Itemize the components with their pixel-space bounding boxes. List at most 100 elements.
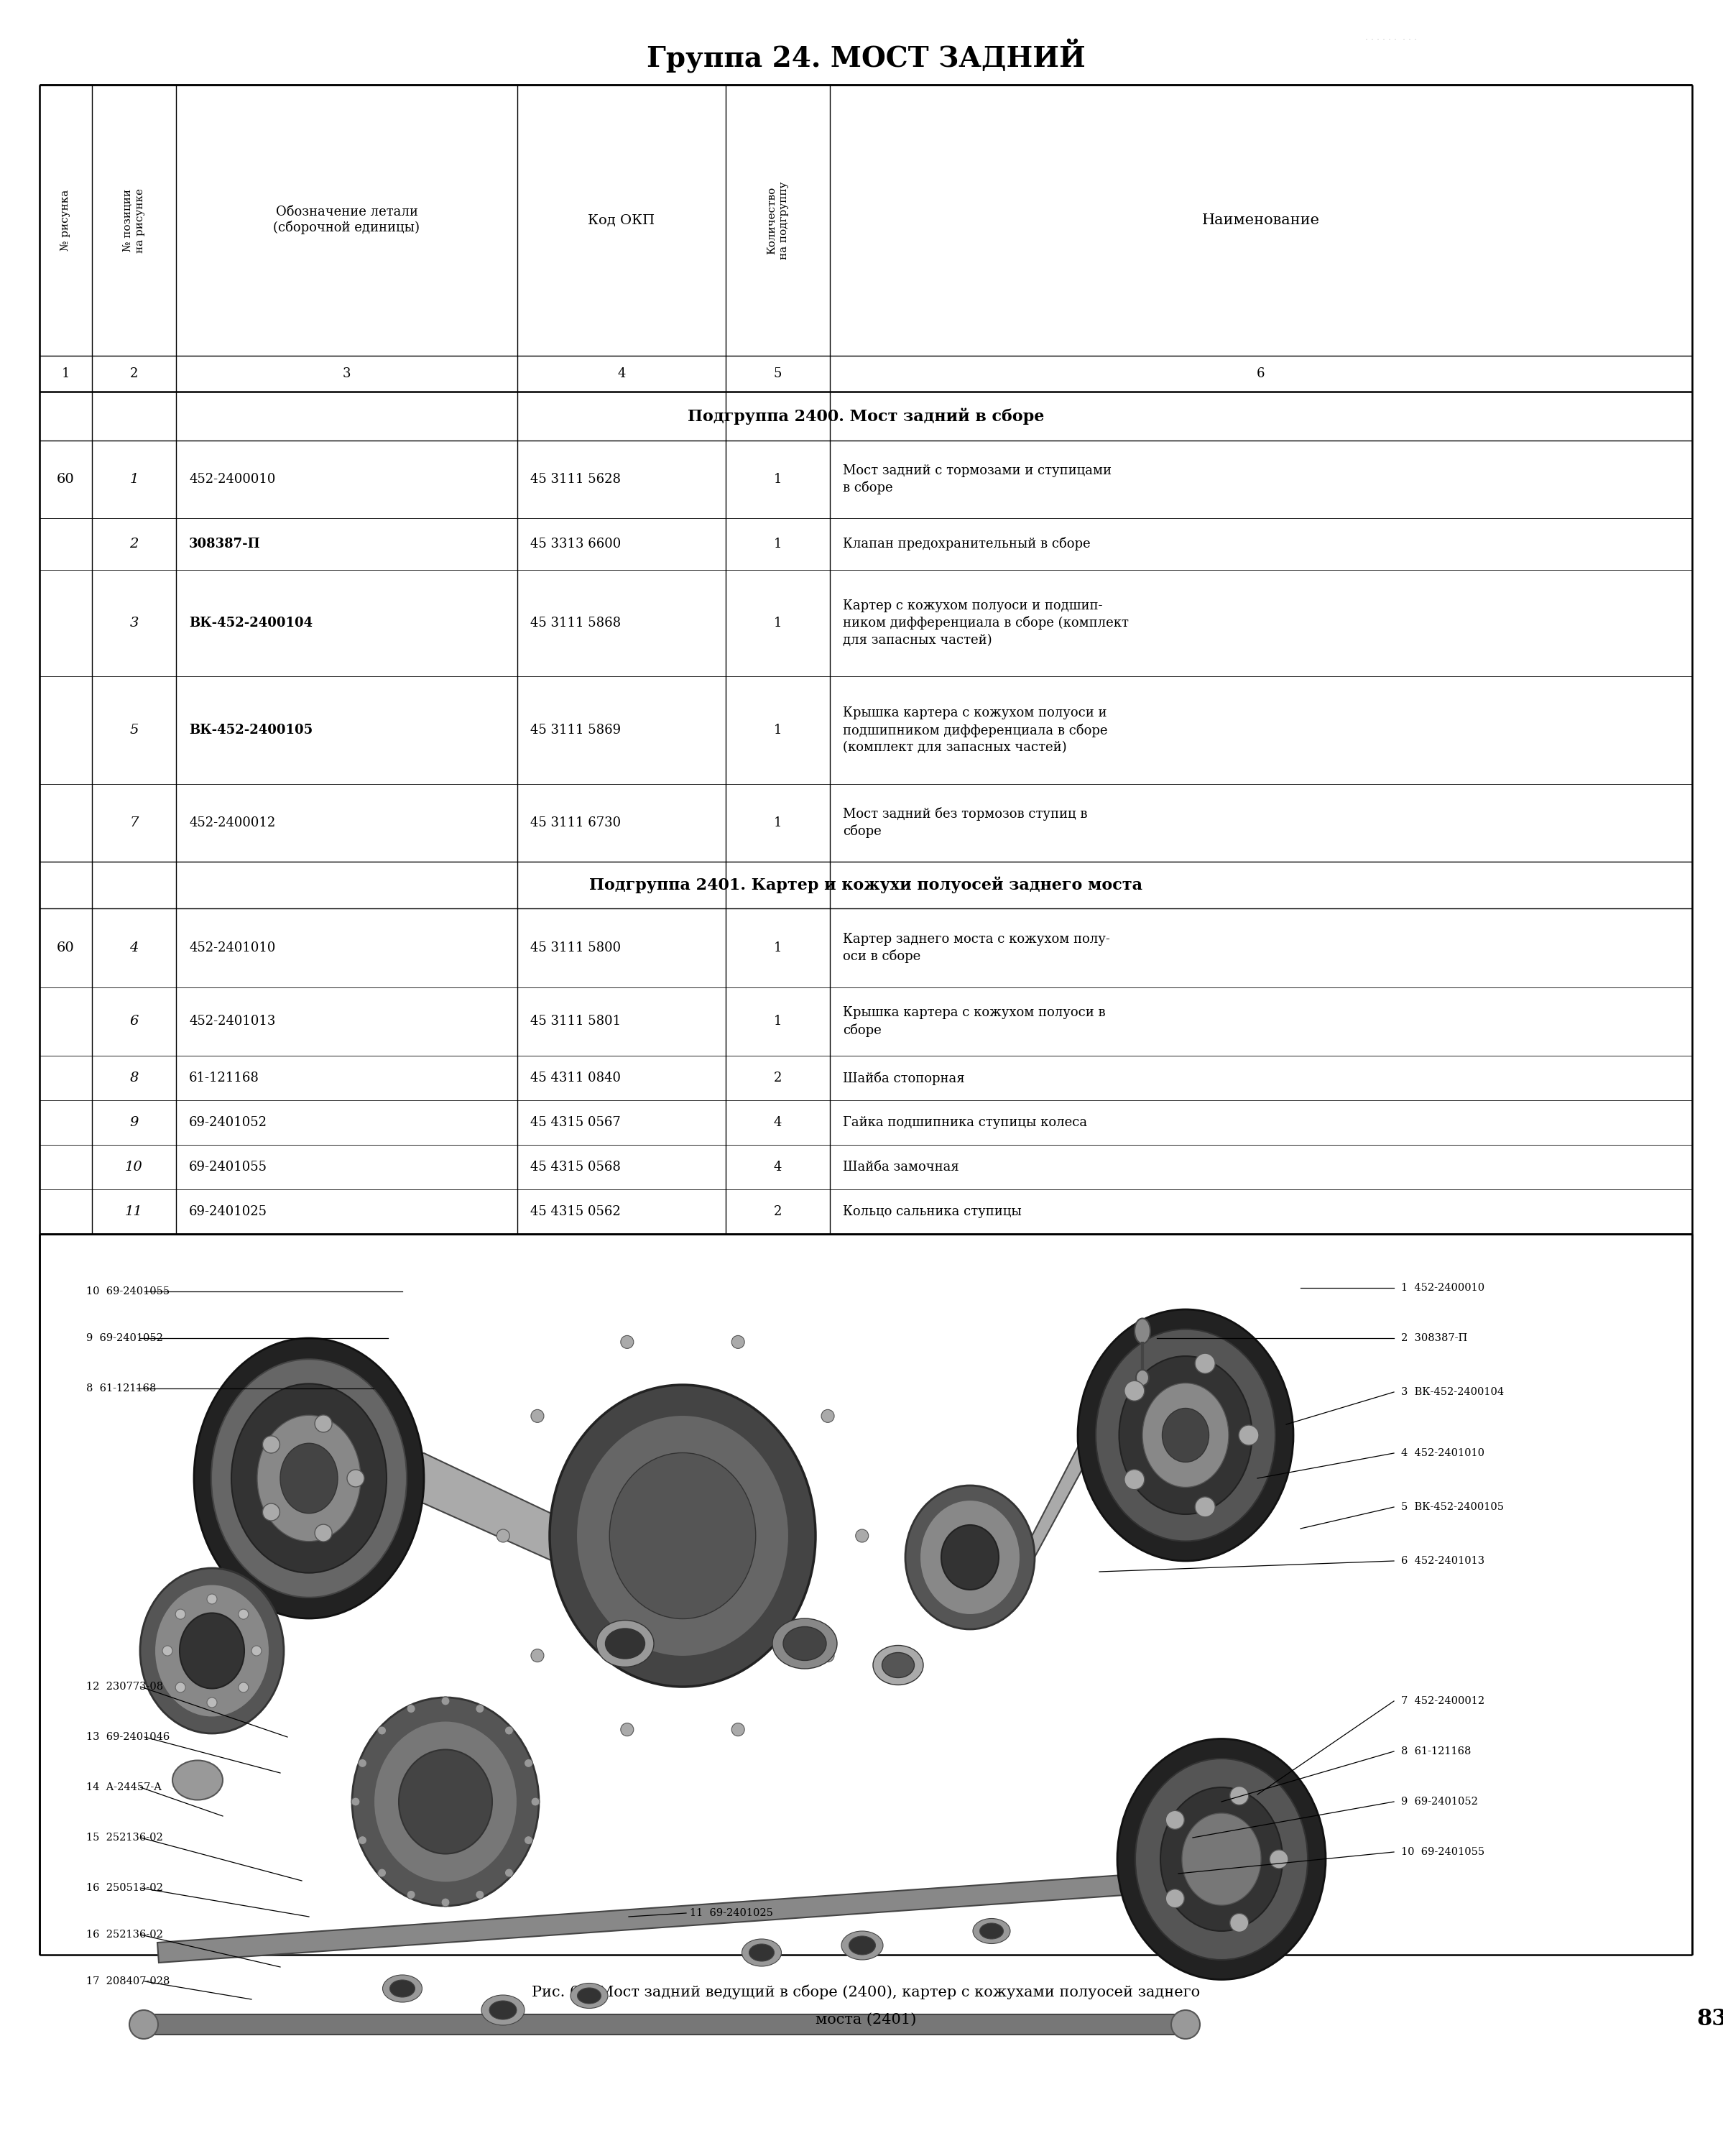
Text: 1: 1 — [774, 942, 782, 955]
Text: Картер заднего моста с кожухом полу-: Картер заднего моста с кожухом полу- — [843, 934, 1110, 946]
Ellipse shape — [389, 1979, 415, 1996]
Circle shape — [346, 1470, 364, 1488]
Ellipse shape — [882, 1651, 915, 1677]
Text: 8  61-121168: 8 61-121168 — [1401, 1746, 1471, 1757]
Circle shape — [1196, 1496, 1215, 1518]
Circle shape — [1230, 1787, 1249, 1805]
Text: Картер с кожухом полуоси и подшип-: Картер с кожухом полуоси и подшип- — [843, 599, 1103, 612]
Text: 2: 2 — [129, 537, 138, 550]
Text: для запасных частей): для запасных частей) — [843, 634, 992, 647]
Text: 1: 1 — [774, 817, 782, 830]
Text: Мост задний с тормозами и ступицами: Мост задний с тормозами и ступицами — [843, 464, 1111, 476]
Text: 45 3111 5869: 45 3111 5869 — [531, 724, 620, 737]
Text: 7: 7 — [129, 817, 138, 830]
Text: Шайба стопорная: Шайба стопорная — [843, 1072, 965, 1084]
Text: Наименование: Наименование — [1203, 213, 1320, 226]
Text: 45 3111 6730: 45 3111 6730 — [531, 817, 620, 830]
Text: (комплект для запасных частей): (комплект для запасных частей) — [843, 742, 1067, 755]
Text: 3: 3 — [129, 617, 138, 630]
Ellipse shape — [398, 1751, 493, 1854]
Circle shape — [1125, 1380, 1144, 1401]
Ellipse shape — [577, 1988, 601, 2003]
Text: Гайка подшипника ступицы колеса: Гайка подшипника ступицы колеса — [843, 1117, 1087, 1130]
Text: Подгруппа 2400. Мост задний в сборе: Подгруппа 2400. Мост задний в сборе — [687, 407, 1044, 425]
Circle shape — [531, 1410, 544, 1423]
Circle shape — [732, 1723, 744, 1736]
Text: ВК-452-2400104: ВК-452-2400104 — [190, 617, 312, 630]
Ellipse shape — [231, 1384, 386, 1574]
Ellipse shape — [743, 1938, 782, 1966]
Ellipse shape — [129, 2009, 159, 2040]
Circle shape — [238, 1608, 248, 1619]
Ellipse shape — [980, 1923, 1003, 1938]
Text: Код ОКП: Код ОКП — [588, 213, 655, 226]
Text: 60: 60 — [57, 472, 74, 485]
Circle shape — [1125, 1470, 1144, 1490]
Text: сборе: сборе — [843, 1024, 882, 1037]
Ellipse shape — [1096, 1328, 1275, 1542]
Text: 2  308387-П: 2 308387-П — [1401, 1332, 1468, 1343]
Polygon shape — [157, 1871, 1185, 1962]
Ellipse shape — [605, 1628, 644, 1658]
Ellipse shape — [973, 1919, 1010, 1945]
Text: 9: 9 — [129, 1117, 138, 1130]
Circle shape — [505, 1727, 513, 1736]
Text: 308387-П: 308387-П — [190, 537, 260, 550]
Text: 7  452-2400012: 7 452-2400012 — [1401, 1697, 1485, 1705]
Ellipse shape — [772, 1619, 837, 1669]
Circle shape — [524, 1837, 532, 1846]
Polygon shape — [1027, 1419, 1092, 1570]
Ellipse shape — [140, 1567, 284, 1733]
Ellipse shape — [1134, 1317, 1151, 1343]
Circle shape — [358, 1759, 367, 1768]
Text: 8: 8 — [129, 1072, 138, 1084]
Text: 16  252136-02: 16 252136-02 — [86, 1930, 164, 1940]
Circle shape — [496, 1529, 510, 1542]
Circle shape — [620, 1335, 634, 1348]
Circle shape — [441, 1897, 450, 1906]
Text: 5: 5 — [129, 724, 138, 737]
Ellipse shape — [610, 1453, 756, 1619]
Circle shape — [531, 1649, 544, 1662]
Text: 1: 1 — [774, 1015, 782, 1028]
Circle shape — [1166, 1811, 1184, 1828]
Circle shape — [476, 1891, 484, 1899]
Circle shape — [476, 1705, 484, 1714]
Ellipse shape — [179, 1613, 245, 1688]
Ellipse shape — [383, 1975, 422, 2003]
Text: Клапан предохранительный в сборе: Клапан предохранительный в сборе — [843, 537, 1091, 552]
Text: 2: 2 — [129, 367, 138, 379]
Text: 452-2400012: 452-2400012 — [190, 817, 276, 830]
Circle shape — [351, 1798, 360, 1807]
Circle shape — [315, 1414, 333, 1432]
Text: 4: 4 — [774, 1117, 782, 1130]
Ellipse shape — [1135, 1369, 1149, 1386]
Text: 13  69-2401046: 13 69-2401046 — [86, 1731, 171, 1742]
Text: 45 3111 5801: 45 3111 5801 — [531, 1015, 620, 1028]
Text: 4: 4 — [774, 1160, 782, 1173]
Ellipse shape — [351, 1697, 539, 1906]
Ellipse shape — [281, 1442, 338, 1514]
Circle shape — [1166, 1889, 1184, 1908]
Text: 45 3111 5868: 45 3111 5868 — [531, 617, 620, 630]
Text: Обозначение летали
(сборочной единицы): Обозначение летали (сборочной единицы) — [274, 207, 420, 235]
Circle shape — [377, 1869, 386, 1878]
Ellipse shape — [874, 1645, 924, 1686]
Text: 9  69-2401052: 9 69-2401052 — [1401, 1796, 1478, 1807]
Text: в сборе: в сборе — [843, 481, 893, 496]
Ellipse shape — [570, 1984, 608, 2009]
Text: 10  69-2401055: 10 69-2401055 — [1401, 1848, 1485, 1856]
Circle shape — [407, 1705, 415, 1714]
Ellipse shape — [1163, 1408, 1210, 1462]
Ellipse shape — [172, 1759, 222, 1800]
Text: 452-2400010: 452-2400010 — [190, 472, 276, 485]
Ellipse shape — [784, 1626, 827, 1660]
Text: Подгруппа 2401. Картер и кожухи полуосей заднего моста: Подгруппа 2401. Картер и кожухи полуосей… — [589, 877, 1142, 893]
Text: 1: 1 — [774, 724, 782, 737]
Text: подшипником дифференциала в сборе: подшипником дифференциала в сборе — [843, 724, 1108, 737]
Text: 45 3111 5628: 45 3111 5628 — [531, 472, 620, 485]
Ellipse shape — [212, 1358, 407, 1598]
Text: Мост задний без тормозов ступиц в: Мост задний без тормозов ступиц в — [843, 808, 1087, 821]
Ellipse shape — [1172, 2009, 1199, 2040]
Text: 1  452-2400010: 1 452-2400010 — [1401, 1283, 1485, 1294]
